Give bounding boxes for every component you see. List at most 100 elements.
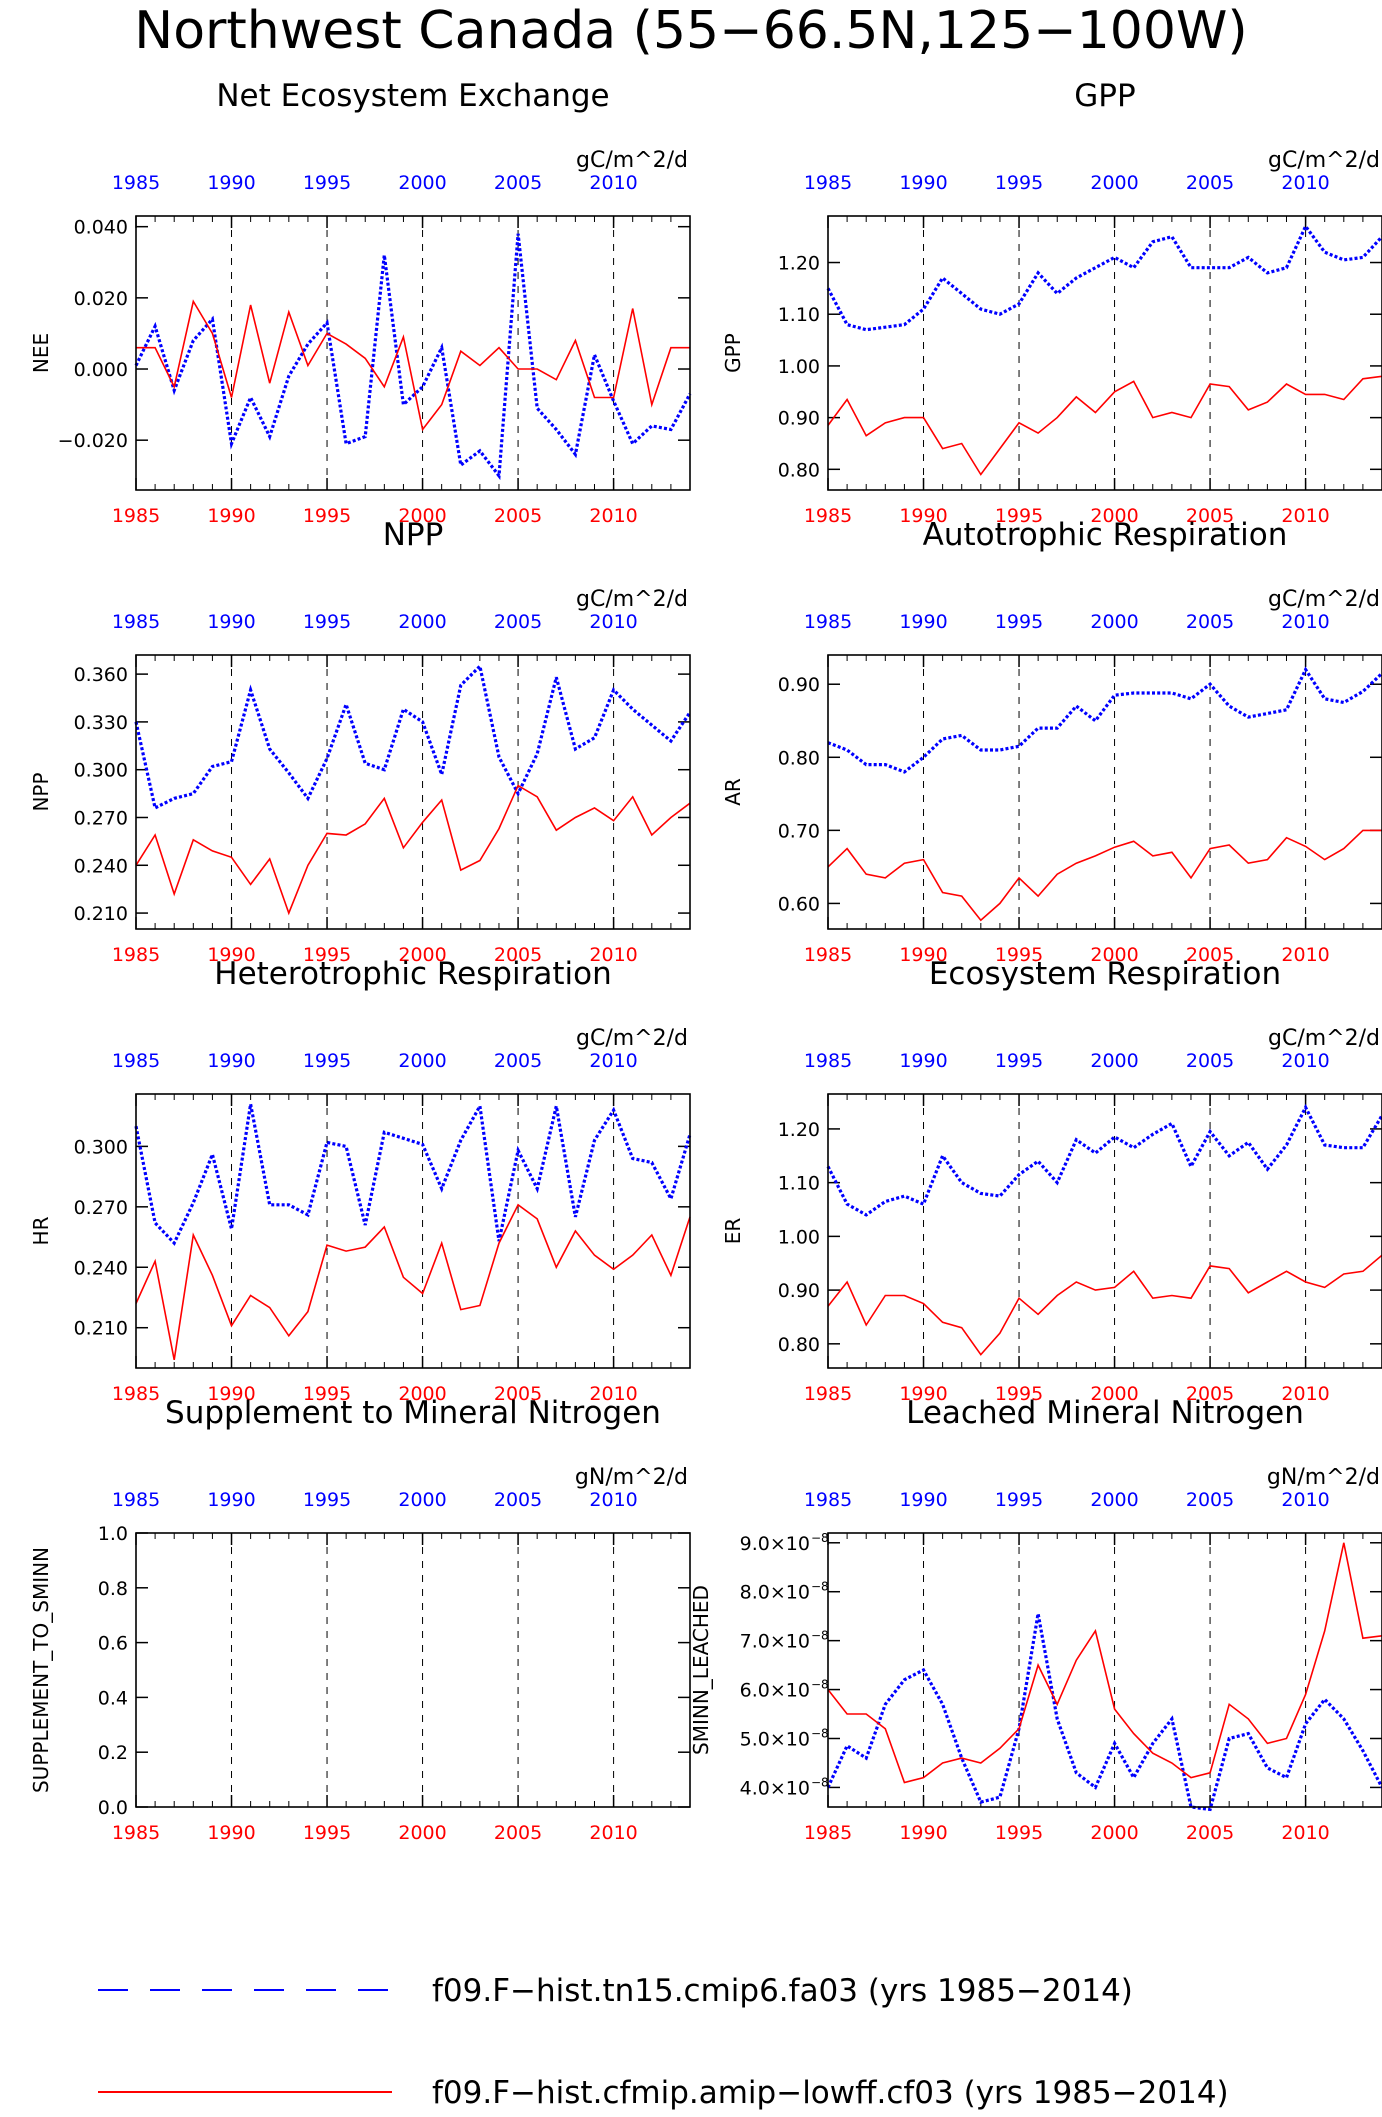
series-line-blue	[826, 1613, 1382, 1812]
x-tick-label-top: 2000	[398, 611, 446, 633]
panel-4: Autotrophic Respiration gC/m^2/d 1985 1985 1…	[721, 517, 1382, 966]
x-tick-label-top: 2000	[1090, 1489, 1138, 1511]
x-tick-label-top: 2005	[1186, 1050, 1234, 1072]
y-tick-label: 7.0×10	[740, 1631, 810, 1653]
y-axis-label: SMINN_LEACHED	[689, 1585, 713, 1755]
panel-8: Leached Mineral Nitrogen gN/m^2/d 1985 1985…	[689, 1395, 1382, 1844]
y-tick-label: 5.0×10	[740, 1729, 810, 1751]
units-label: gC/m^2/d	[1268, 587, 1380, 612]
units-label: gC/m^2/d	[576, 587, 688, 612]
y-tick-exponent: −8	[811, 1531, 829, 1545]
x-tick-label-bottom: 2000	[398, 1383, 446, 1405]
x-tick-label-bottom: 1985	[112, 1822, 160, 1844]
plot-frame	[135, 1093, 691, 1369]
x-tick-label-top: 2010	[589, 1050, 637, 1072]
series-line-blue	[826, 1103, 1382, 1217]
x-tick-label-top: 2010	[1281, 1050, 1329, 1072]
y-tick-label: 0.240	[74, 1257, 128, 1279]
x-tick-label-bottom: 2000	[1090, 944, 1138, 966]
y-tick-exponent: −8	[811, 1678, 829, 1692]
units-label: gC/m^2/d	[576, 148, 688, 173]
x-tick-label-bottom: 2000	[1090, 1383, 1138, 1405]
plot-frame	[827, 215, 1382, 491]
page-title: Northwest Canada (55−66.5N,125−100W)	[134, 1, 1247, 61]
x-tick-label-top: 2000	[398, 172, 446, 194]
series-line-red	[135, 1203, 691, 1361]
x-tick-label-bottom: 2005	[494, 1822, 542, 1844]
series-line-red	[827, 375, 1382, 476]
panel-3: NPP gC/m^2/d 1985 1985 1990 1990 1995 1995 2000 2…	[29, 517, 692, 966]
y-tick-label: 0.2	[98, 1742, 128, 1764]
x-tick-label-top: 2010	[1281, 1489, 1329, 1511]
y-tick-label: 0.80	[778, 747, 820, 769]
y-tick-label: 0.90	[778, 408, 820, 430]
x-tick-label-bottom: 2010	[1281, 1822, 1329, 1844]
y-tick-label: 0.8	[98, 1578, 128, 1600]
x-tick-label-top: 1995	[995, 1489, 1043, 1511]
x-tick-label-top: 1990	[207, 1489, 255, 1511]
panel-title: Net Ecosystem Exchange	[216, 78, 609, 114]
y-tick-label: 0.90	[778, 1280, 820, 1302]
y-axis-label: NEE	[29, 333, 53, 373]
x-tick-label-bottom: 2005	[1186, 1383, 1234, 1405]
x-tick-label-top: 1985	[112, 611, 160, 633]
y-tick-label: 1.00	[778, 1226, 820, 1248]
units-label: gC/m^2/d	[1268, 148, 1380, 173]
x-tick-label-top: 2010	[589, 172, 637, 194]
x-tick-label-bottom: 1990	[899, 1383, 947, 1405]
x-tick-label-bottom: 2005	[1186, 944, 1234, 966]
x-tick-label-bottom: 1985	[804, 505, 852, 527]
y-tick-exponent: −8	[811, 1580, 829, 1594]
x-tick-label-bottom: 1990	[207, 505, 255, 527]
plot-frame	[827, 654, 1382, 930]
y-tick-label: −0.020	[58, 430, 128, 452]
x-tick-label-top: 2010	[589, 611, 637, 633]
x-tick-label-top: 2010	[1281, 172, 1329, 194]
panel-title: Supplement to Mineral Nitrogen	[165, 1395, 661, 1431]
x-tick-label-bottom: 1985	[804, 1383, 852, 1405]
x-tick-label-top: 2000	[1090, 611, 1138, 633]
y-tick-label: 0.240	[74, 855, 128, 877]
x-tick-label-top: 1990	[899, 1050, 947, 1072]
x-tick-label-top: 1985	[112, 1489, 160, 1511]
x-tick-label-top: 1990	[899, 172, 947, 194]
series-line-blue	[826, 223, 1382, 332]
panel-5: Heterotrophic Respiration gC/m^2/d 1985 198…	[29, 956, 692, 1405]
x-tick-label-top: 1990	[899, 611, 947, 633]
x-tick-label-top: 2005	[494, 172, 542, 194]
x-tick-label-top: 1995	[303, 611, 351, 633]
x-tick-label-bottom: 2010	[1281, 505, 1329, 527]
x-tick-label-top: 2005	[1186, 611, 1234, 633]
x-tick-label-bottom: 1995	[303, 944, 351, 966]
panel-title: Autotrophic Respiration	[923, 517, 1288, 553]
x-tick-label-top: 1985	[804, 1050, 852, 1072]
y-tick-exponent: −8	[811, 1775, 829, 1789]
x-tick-label-top: 1995	[995, 1050, 1043, 1072]
x-tick-label-bottom: 2005	[494, 944, 542, 966]
panels: Net Ecosystem Exchange gC/m^2/d 1985 1985 19…	[29, 78, 1382, 1844]
x-tick-label-top: 1985	[804, 172, 852, 194]
series-line-red	[827, 1254, 1382, 1356]
x-tick-label-bottom: 1995	[995, 944, 1043, 966]
x-tick-label-bottom: 2005	[494, 505, 542, 527]
x-tick-label-bottom: 1990	[899, 944, 947, 966]
y-axis-label: HR	[29, 1216, 53, 1245]
x-tick-label-bottom: 2000	[398, 1822, 446, 1844]
y-tick-label: 0.300	[74, 760, 128, 782]
x-tick-label-top: 1990	[899, 1489, 947, 1511]
x-tick-label-bottom: 1990	[207, 1383, 255, 1405]
x-tick-label-top: 1985	[112, 1050, 160, 1072]
series-line-red	[827, 1542, 1382, 1784]
x-tick-label-top: 1990	[207, 172, 255, 194]
x-tick-label-bottom: 2010	[589, 1383, 637, 1405]
plot-frame	[135, 215, 691, 491]
x-tick-label-bottom: 2005	[1186, 505, 1234, 527]
series-line-blue	[134, 662, 692, 811]
x-tick-label-top: 2010	[589, 1489, 637, 1511]
x-tick-label-bottom: 1995	[995, 505, 1043, 527]
series-line-blue	[134, 1101, 692, 1246]
y-tick-label: 6.0×10	[740, 1680, 810, 1702]
x-tick-label-bottom: 2000	[398, 505, 446, 527]
panel-title: Ecosystem Respiration	[929, 956, 1281, 992]
x-tick-label-bottom: 1985	[112, 944, 160, 966]
